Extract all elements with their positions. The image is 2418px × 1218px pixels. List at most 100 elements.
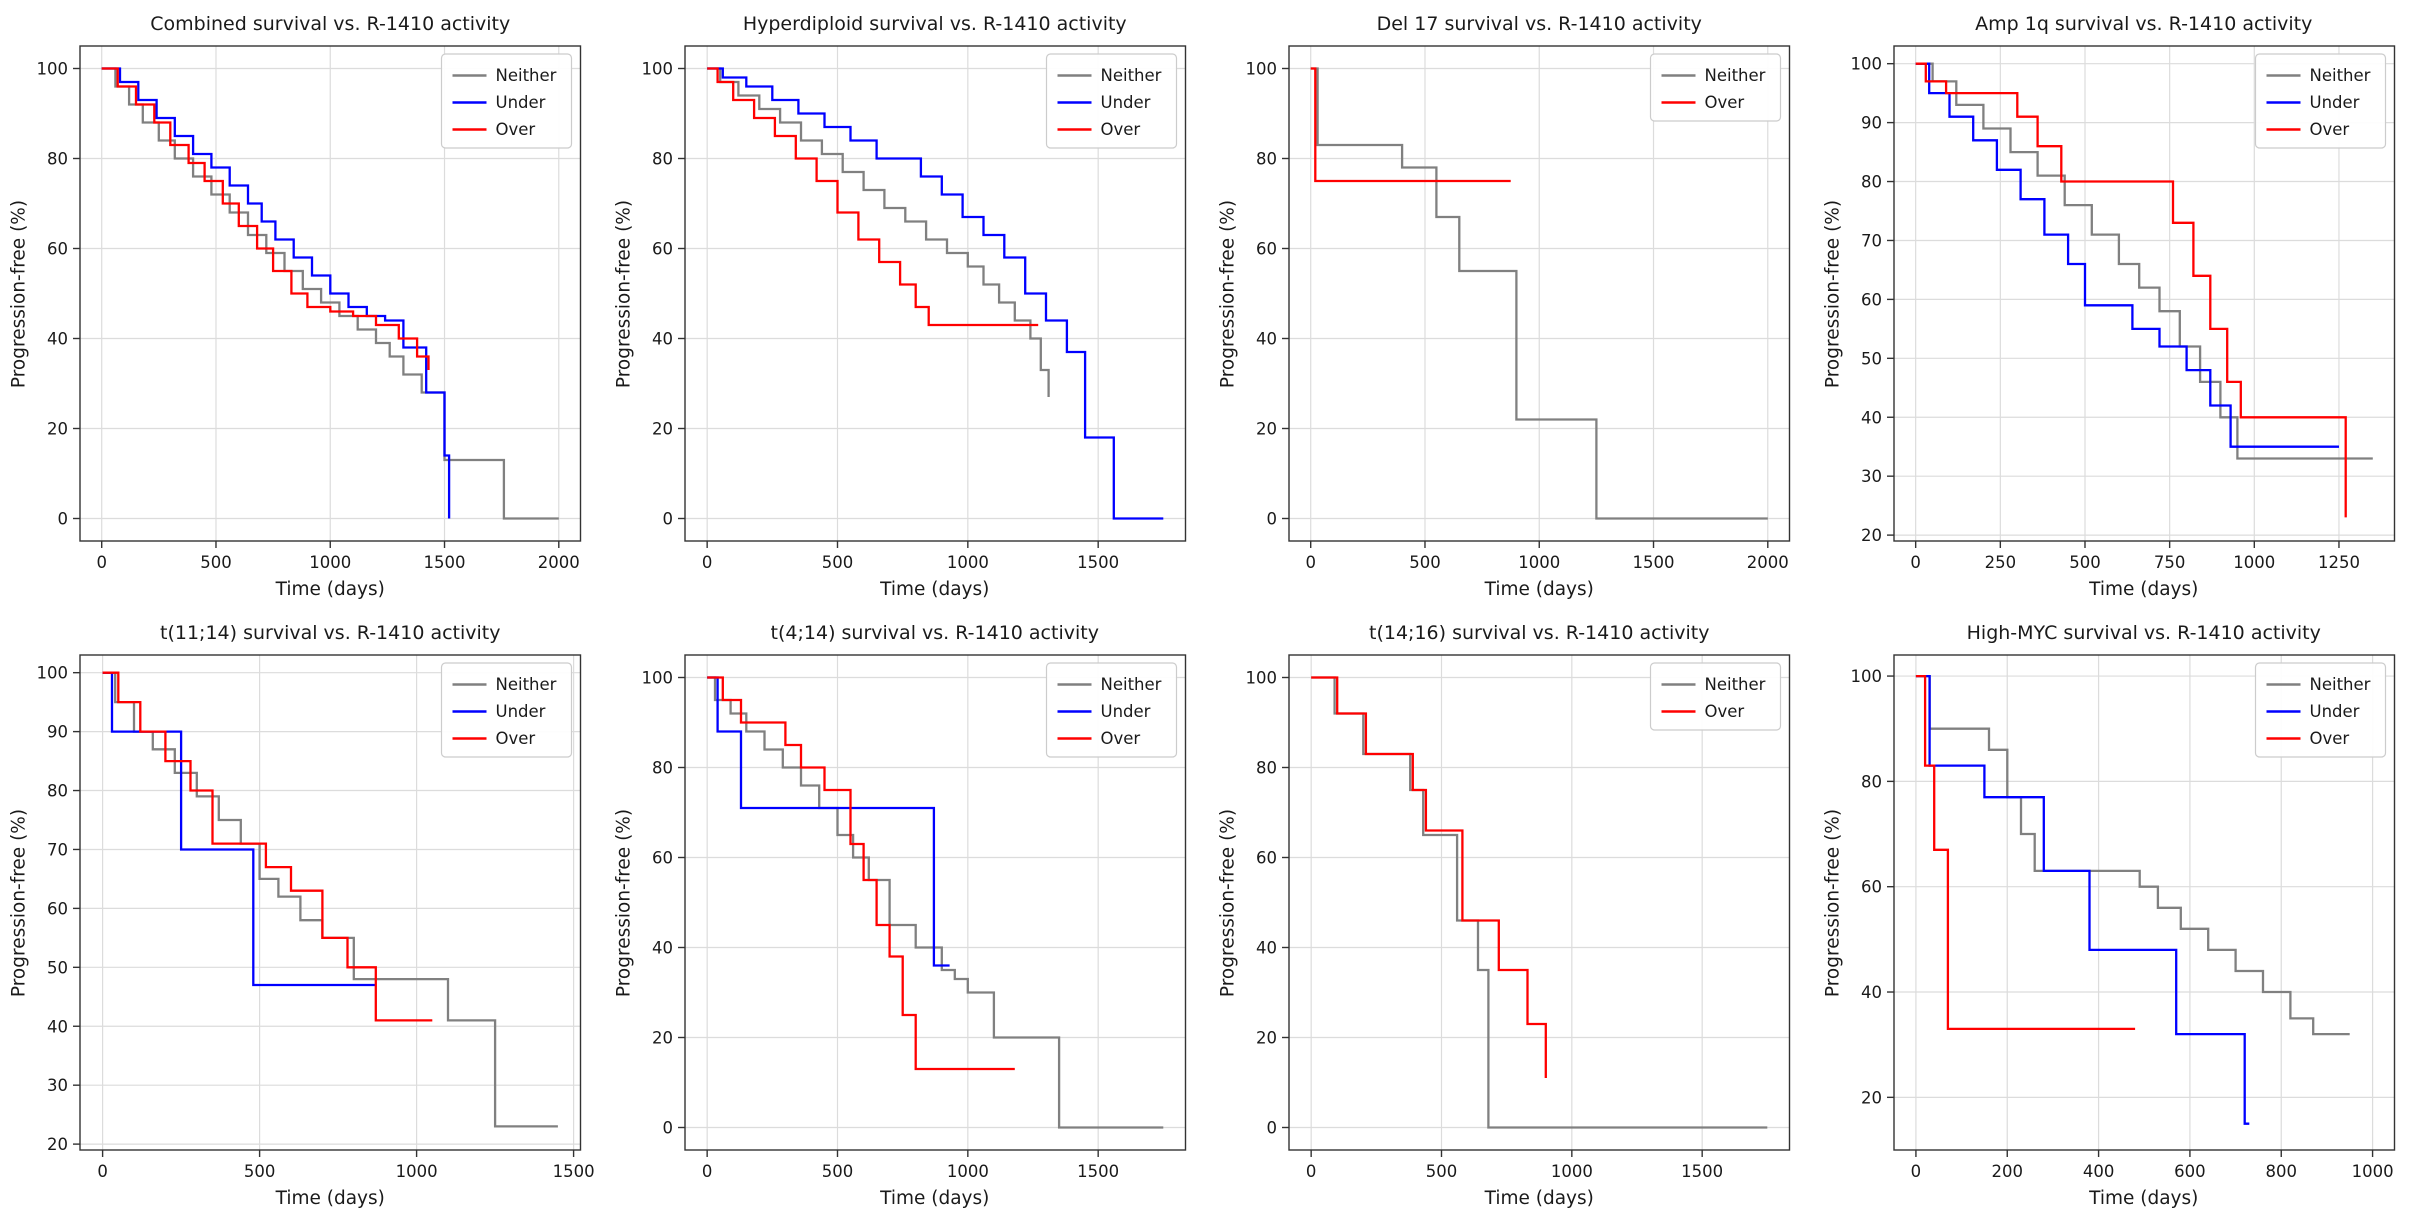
subplot-combined: 0 500 1000 1500 2000 0 20 40 60 80 100 Neither Under…	[0, 0, 605, 609]
y-tick-label: 0	[1267, 510, 1278, 529]
chart-title: t(4;14) survival vs. R-1410 activity	[770, 622, 1099, 644]
series-under	[706, 67, 1163, 520]
y-tick-label: 40	[1256, 939, 1277, 958]
y-axis-label: Progression-free (%)	[1217, 199, 1239, 388]
chart-plot-area: 0 500 1000 1500 2000 0 20 40 60 80 100 Neither Under…	[37, 45, 582, 572]
chart-plot-area: 0 500 1000 1500 0 20 40 60 80 100 Neither Over	[1246, 654, 1791, 1181]
y-tick-label: 100	[37, 664, 69, 683]
x-axis-label: Time (days)	[2089, 579, 2199, 600]
x-tick-label: 750	[2153, 553, 2185, 572]
axes-spines	[1892, 45, 2395, 542]
series-over	[101, 67, 430, 370]
y-tick-label: 0	[662, 1119, 673, 1138]
series-under	[1915, 62, 2339, 448]
series-under	[101, 67, 451, 519]
y-tick-label: 20	[47, 1135, 68, 1154]
x-tick-label: 600	[2174, 1162, 2206, 1181]
x-tick-label: 0	[701, 1162, 712, 1181]
x-tick-label: 1000	[946, 553, 988, 572]
x-tick-label: 500	[1409, 553, 1441, 572]
series-over	[102, 671, 433, 1022]
legend: Neither Over	[1649, 662, 1782, 731]
y-tick-label: 80	[652, 759, 673, 778]
chart-plot-area: 0 250 500 750 1000 1250 20 30 40 50 60 70 80 90 100 Nei…	[1850, 45, 2395, 572]
x-tick-label: 200	[1991, 1162, 2023, 1181]
series-over	[1915, 62, 2347, 518]
y-tick-label: 90	[1861, 114, 1882, 133]
y-tick-label: 30	[47, 1076, 68, 1095]
x-tick-label: 1000	[2351, 1162, 2393, 1181]
y-tick-label: 40	[47, 330, 68, 349]
chart-title: Hyperdiploid survival vs. R-1410 activit…	[742, 13, 1127, 35]
x-tick-label: 2000	[1747, 553, 1789, 572]
x-tick-label: 0	[96, 553, 107, 572]
x-tick-label: 400	[2082, 1162, 2114, 1181]
legend-item-over: Over	[1100, 729, 1140, 748]
legend-item-neither: Neither	[1100, 66, 1161, 85]
x-tick-label: 1500	[1077, 1162, 1119, 1181]
y-tick-label: 60	[47, 240, 68, 259]
subplot-t11-14: 0 500 1000 1500 20 30 40 50 60 70 80 90 100 Neither Un…	[0, 609, 605, 1218]
legend-item-under: Under	[2309, 93, 2359, 112]
series-over	[1311, 676, 1547, 1078]
subplot-t4-14: 0 500 1000 1500 0 20 40 60 80 100 Neither Under Over…	[605, 609, 1210, 1218]
x-tick-label: 1250	[2317, 553, 2359, 572]
legend-item-over: Over	[1705, 702, 1745, 721]
subplot-t14-16: 0 500 1000 1500 0 20 40 60 80 100 Neither Over t(14…	[1209, 609, 1814, 1218]
y-tick-label: 80	[1861, 173, 1882, 192]
legend-frame	[2254, 662, 2386, 758]
y-tick-label: 40	[47, 1017, 68, 1036]
x-axis-label: Time (days)	[1484, 579, 1594, 600]
series-neither	[1915, 674, 2350, 1036]
series-neither	[1310, 67, 1768, 520]
chart-title: Amp 1q survival vs. R-1410 activity	[1975, 13, 2313, 35]
chart-title: t(11;14) survival vs. R-1410 activity	[160, 622, 501, 644]
chart-plot-area: 0 500 1000 1500 0 20 40 60 80 100 Neither Under Over	[641, 45, 1186, 572]
x-tick-label: 0	[97, 1162, 108, 1181]
y-tick-label: 0	[58, 510, 69, 529]
legend-item-over: Over	[1100, 120, 1140, 139]
y-tick-label: 40	[1861, 983, 1882, 1002]
y-tick-label: 40	[652, 939, 673, 958]
legend-item-under: Under	[496, 702, 546, 721]
y-axis-label: Progression-free (%)	[1822, 808, 1843, 997]
series-over	[706, 67, 1038, 327]
x-tick-label: 0	[1306, 1162, 1317, 1181]
y-tick-label: 60	[652, 849, 673, 868]
legend-item-under: Under	[1100, 702, 1150, 721]
y-tick-label: 80	[1256, 150, 1277, 169]
y-tick-label: 60	[652, 240, 673, 259]
y-tick-label: 20	[1256, 420, 1277, 439]
y-tick-label: 30	[1861, 467, 1882, 486]
x-tick-label: 1000	[1551, 1162, 1593, 1181]
x-tick-label: 0	[1910, 553, 1921, 572]
legend-item-under: Under	[2309, 702, 2359, 721]
y-tick-label: 60	[1861, 878, 1882, 897]
axes-spines	[1288, 654, 1791, 1151]
series-over	[1915, 674, 2135, 1031]
x-tick-label: 250	[1984, 553, 2016, 572]
series-under	[102, 671, 376, 987]
y-tick-label: 100	[1850, 667, 1882, 686]
subplot-amp1q: 0 250 500 750 1000 1250 20 30 40 50 60 70 80 90 100 Nei…	[1814, 0, 2418, 609]
series-neither	[706, 676, 1163, 1129]
legend-item-over: Over	[496, 729, 536, 748]
legend-item-over: Over	[496, 120, 536, 139]
legend-item-neither: Neither	[2309, 675, 2370, 694]
x-axis-label: Time (days)	[275, 1188, 385, 1209]
legend-frame	[440, 53, 573, 149]
x-tick-label: 1500	[553, 1162, 595, 1181]
axes-spines	[683, 45, 1186, 542]
x-tick-label: 500	[821, 1162, 853, 1181]
x-tick-label: 500	[200, 553, 232, 572]
legend-frame	[1045, 53, 1177, 149]
chart-plot-area: 0 200 400 600 800 1000 20 40 60 80 100 Neither Under…	[1850, 654, 2395, 1181]
axes-spines	[1892, 654, 2395, 1151]
y-tick-label: 20	[1256, 1029, 1277, 1048]
x-axis-label: Time (days)	[880, 579, 990, 600]
y-tick-label: 70	[47, 840, 68, 859]
y-tick-label: 60	[1861, 290, 1882, 309]
legend-frame	[1649, 53, 1782, 122]
y-tick-label: 20	[1861, 526, 1882, 545]
y-tick-label: 100	[641, 669, 673, 688]
